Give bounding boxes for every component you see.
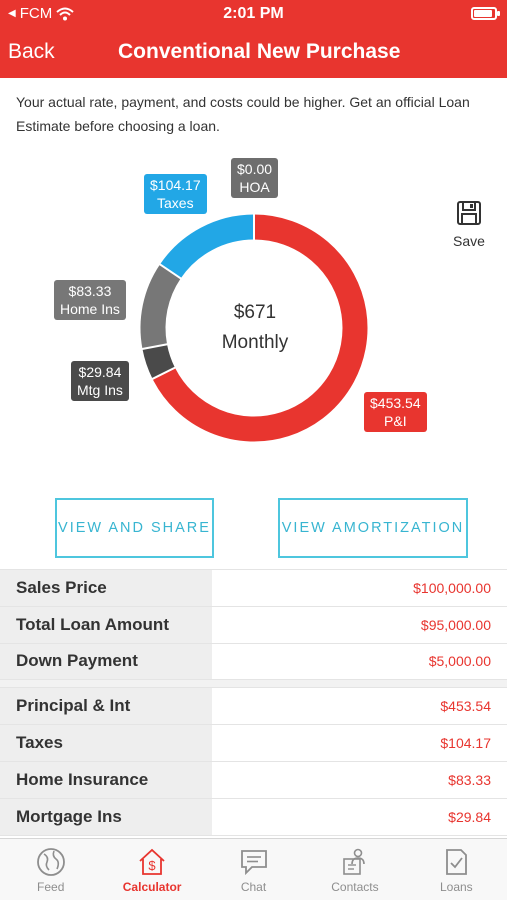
tab-feed[interactable]: Feed [0, 839, 101, 900]
tab-label: Feed [37, 880, 65, 894]
donut-svg [140, 213, 368, 442]
row-label: Sales Price [0, 570, 212, 606]
tab-chat[interactable]: Chat [203, 839, 304, 900]
tab-bar: Feed $ Calculator Chat Contacts [0, 838, 507, 900]
payment-donut-chart [0, 140, 507, 490]
tab-label: Contacts [331, 880, 379, 894]
row-label: Mortgage Ins [0, 798, 212, 835]
battery-icon [471, 7, 500, 20]
table-row: Home Insurance $83.33 [0, 761, 507, 799]
callout-p-and-i-value: $453.54 [370, 395, 421, 411]
loan-summary-table: Sales Price $100,000.00 Total Loan Amoun… [0, 569, 507, 836]
view-amortization-button[interactable]: VIEW AMORTIZATION [278, 498, 468, 558]
table-row: Principal & Int $453.54 [0, 688, 507, 726]
save-label: Save [453, 233, 485, 249]
calculator-house-icon: $ [139, 848, 165, 875]
row-value: $29.84 [448, 808, 491, 825]
row-label: Down Payment [0, 643, 212, 680]
chart-center-amount: $671 [233, 302, 277, 323]
svg-text:$: $ [148, 858, 156, 873]
navigation-bar: Back Conventional New Purchase [0, 28, 507, 78]
slice-taxes [160, 214, 255, 279]
carrier-name: FCM [19, 5, 53, 22]
slice-p-i [152, 214, 368, 442]
slice-home-ins [140, 264, 181, 349]
tab-label: Calculator [122, 880, 182, 894]
callout-taxes-value: $104.17 [150, 177, 201, 193]
row-value: $100,000.00 [413, 579, 491, 596]
tab-label: Loans [439, 880, 473, 894]
disclaimer-text: Your actual rate, payment, and costs cou… [16, 94, 470, 134]
loans-document-icon [446, 849, 468, 875]
wifi-icon [56, 7, 74, 20]
globe-icon [36, 848, 65, 876]
tab-contacts[interactable]: Contacts [304, 839, 405, 900]
status-time: 2:01 PM [223, 5, 284, 22]
tab-loans[interactable]: Loans [406, 839, 507, 900]
callout-p-and-i: $453.54 P&I [364, 392, 427, 432]
callout-home-ins: $83.33 Home Ins [54, 280, 126, 320]
callout-hoa: $0.00 HOA [231, 158, 279, 198]
callout-p-and-i-name: P&I [384, 413, 407, 429]
row-value: $5,000.00 [428, 653, 491, 670]
row-label: Principal & Int [0, 688, 212, 725]
view-and-share-button[interactable]: VIEW AND SHARE [55, 498, 214, 558]
callout-mtg-ins-value: $29.84 [78, 364, 122, 380]
table-row: Mortgage Ins $29.84 [0, 798, 507, 836]
slice-separator [151, 366, 177, 381]
save-icon [457, 201, 481, 225]
callout-taxes-name: Taxes [157, 195, 194, 211]
save-button[interactable]: Save [450, 200, 488, 249]
page-title: Conventional New Purchase [118, 40, 401, 63]
row-value: $83.33 [448, 771, 491, 788]
callout-hoa-value: $0.00 [237, 161, 273, 177]
callout-mtg-ins-name: Mtg Ins [77, 382, 123, 398]
row-value: $104.17 [440, 735, 491, 752]
slice-separator [158, 262, 183, 280]
table-row: Taxes $104.17 [0, 725, 507, 762]
row-value: $95,000.00 [420, 616, 491, 633]
contacts-icon [343, 848, 365, 875]
table-row: Total Loan Amount $95,000.00 [0, 606, 507, 644]
chat-icon [240, 850, 267, 876]
back-button[interactable]: Back [8, 40, 55, 63]
callout-taxes: $104.17 Taxes [144, 174, 207, 214]
table-row: Down Payment $5,000.00 [0, 643, 507, 681]
tab-calculator[interactable]: $ Calculator [101, 839, 202, 900]
slice-separator [141, 343, 169, 351]
callout-home-ins-name: Home Ins [60, 301, 120, 317]
group-separator [0, 680, 507, 689]
row-label: Home Insurance [0, 761, 212, 798]
carrier-group: ◀ FCM [8, 5, 74, 22]
battery-fill [474, 10, 492, 17]
callout-home-ins-value: $83.33 [68, 283, 112, 299]
row-value: $453.54 [440, 698, 491, 715]
status-bar: ◀ FCM 2:01 PM [0, 0, 507, 28]
callout-hoa-name: HOA [239, 179, 270, 195]
chart-center-label: Monthly [221, 332, 289, 353]
tab-label: Chat [240, 880, 267, 894]
row-label: Taxes [0, 725, 212, 761]
table-row: Sales Price $100,000.00 [0, 570, 507, 607]
back-to-app-arrow-icon: ◀ [8, 8, 16, 19]
callout-mtg-ins: $29.84 Mtg Ins [71, 361, 129, 401]
row-label: Total Loan Amount [0, 606, 212, 643]
